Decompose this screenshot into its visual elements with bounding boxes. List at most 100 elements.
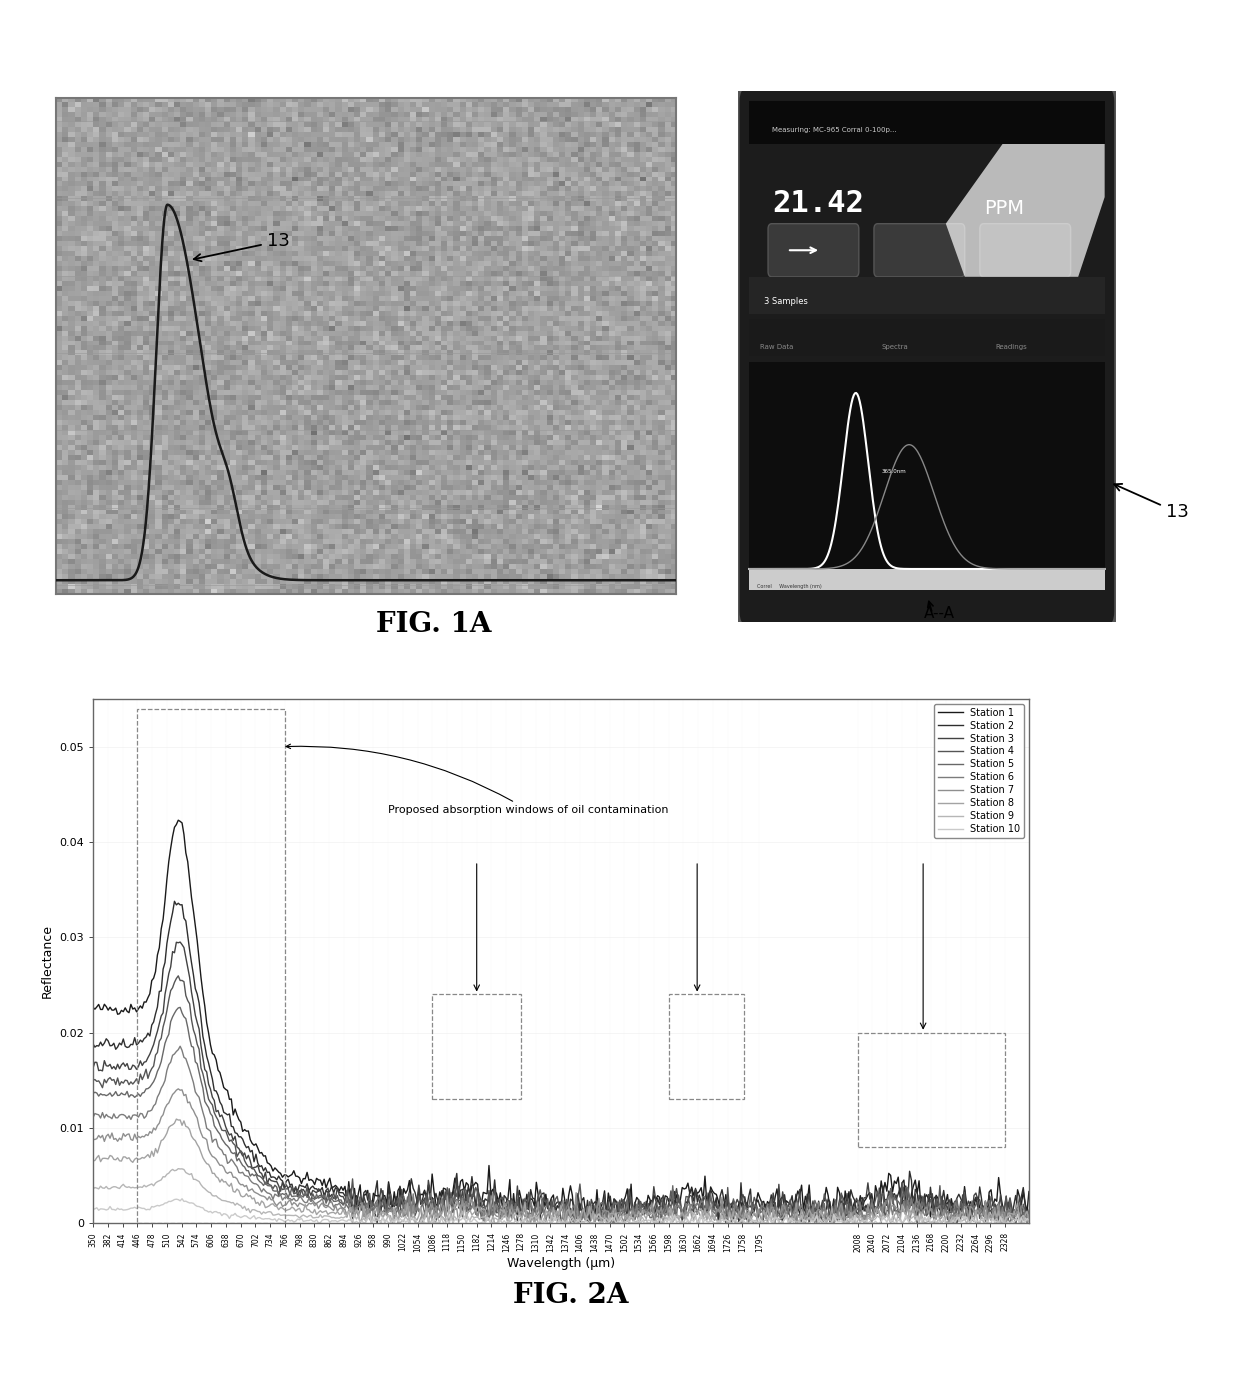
Station 9 xyxy=(393,1215,408,1232)
Station 8 xyxy=(864,1204,879,1220)
Station 9 xyxy=(171,1160,186,1177)
Text: Correl     Wavelength (nm): Correl Wavelength (nm) xyxy=(756,583,821,589)
Station 9 xyxy=(1030,1215,1045,1232)
Station 9 xyxy=(1012,1213,1027,1230)
Station 8 xyxy=(1030,1212,1045,1229)
Line: Station 5: Station 5 xyxy=(93,1008,1038,1223)
Station 3 xyxy=(86,1060,100,1076)
Polygon shape xyxy=(946,144,1105,277)
Station 6 xyxy=(172,1037,187,1054)
Line: Station 8: Station 8 xyxy=(93,1118,1038,1223)
Text: 13: 13 xyxy=(193,232,289,261)
Station 5 xyxy=(599,1208,614,1225)
Station 3 xyxy=(1012,1188,1027,1205)
Bar xyxy=(858,1033,1006,1146)
Station 4 xyxy=(652,1201,667,1218)
Station 7 xyxy=(538,1208,553,1225)
Station 2 xyxy=(1012,1201,1027,1218)
Station 8 xyxy=(352,1215,367,1232)
Line: Station 1: Station 1 xyxy=(93,821,1038,1223)
Text: A--A: A--A xyxy=(924,605,955,621)
Station 1 xyxy=(171,812,186,829)
Station 6 xyxy=(549,1215,564,1232)
Station 6 xyxy=(864,1195,879,1212)
Line: Station 7: Station 7 xyxy=(93,1089,1038,1223)
Text: Readings: Readings xyxy=(994,344,1027,350)
Text: PPM: PPM xyxy=(983,200,1024,218)
Station 5 xyxy=(537,1205,552,1222)
Station 6 xyxy=(1012,1211,1027,1227)
Station 4 xyxy=(601,1194,616,1211)
Station 7 xyxy=(1030,1209,1045,1226)
Station 5 xyxy=(650,1198,665,1215)
Station 3 xyxy=(601,1201,616,1218)
Station 1 xyxy=(601,1184,616,1201)
Station 1 xyxy=(652,1188,667,1205)
Station 9 xyxy=(544,1208,559,1225)
Station 5 xyxy=(864,1191,879,1208)
Station 6 xyxy=(86,1109,100,1125)
Station 1 xyxy=(582,1215,596,1232)
Bar xyxy=(749,319,1105,356)
Station 2 xyxy=(167,893,182,910)
Text: FIG. 1A: FIG. 1A xyxy=(376,611,492,637)
Station 5 xyxy=(652,1215,667,1232)
Line: Station 2: Station 2 xyxy=(93,902,1038,1223)
Station 6 xyxy=(542,1201,557,1218)
Station 5 xyxy=(1030,1194,1045,1211)
Station 3 xyxy=(652,1198,667,1215)
Text: FIG. 2A: FIG. 2A xyxy=(512,1282,629,1309)
Station 8 xyxy=(86,1152,100,1169)
Station 10 xyxy=(1012,1215,1027,1232)
Station 2 xyxy=(537,1184,552,1201)
Station 6 xyxy=(652,1205,667,1222)
Text: 13: 13 xyxy=(1115,484,1188,521)
Station 4 xyxy=(537,1192,552,1209)
Station 5 xyxy=(542,1206,557,1223)
Station 8 xyxy=(652,1211,667,1227)
Bar xyxy=(749,569,1105,590)
Station 1 xyxy=(864,1199,879,1216)
Station 4 xyxy=(86,1072,100,1089)
Text: Raw Data: Raw Data xyxy=(760,344,794,350)
Station 1 xyxy=(86,1000,100,1016)
X-axis label: Wavelength (µm): Wavelength (µm) xyxy=(507,1257,615,1271)
Station 3 xyxy=(370,1215,384,1232)
Station 10 xyxy=(538,1215,553,1232)
Station 8 xyxy=(169,1110,184,1127)
Bar xyxy=(138,709,285,1223)
Station 1 xyxy=(537,1198,552,1215)
Station 9 xyxy=(652,1212,667,1229)
FancyBboxPatch shape xyxy=(874,224,965,277)
Station 2 xyxy=(601,1194,616,1211)
Station 2 xyxy=(86,1036,100,1053)
FancyBboxPatch shape xyxy=(768,224,859,277)
Station 2 xyxy=(864,1186,879,1202)
Station 4 xyxy=(1030,1213,1045,1230)
Y-axis label: Reflectance: Reflectance xyxy=(41,924,53,998)
Station 10 xyxy=(601,1215,616,1232)
Station 1 xyxy=(1012,1188,1027,1205)
Station 7 xyxy=(601,1202,616,1219)
Bar xyxy=(749,102,1105,144)
Station 7 xyxy=(86,1131,100,1148)
Station 6 xyxy=(1030,1204,1045,1220)
Station 3 xyxy=(864,1192,879,1209)
Line: Station 4: Station 4 xyxy=(93,976,1038,1223)
Text: 21.42: 21.42 xyxy=(771,189,864,218)
Station 2 xyxy=(542,1194,557,1211)
Station 7 xyxy=(652,1205,667,1222)
Station 10 xyxy=(544,1215,559,1232)
Station 10 xyxy=(175,1190,190,1206)
Text: Measuring: MC-965 Corral 0-100p...: Measuring: MC-965 Corral 0-100p... xyxy=(771,127,897,133)
Station 7 xyxy=(544,1213,559,1230)
Station 7 xyxy=(1012,1213,1027,1230)
Station 3 xyxy=(538,1194,553,1211)
Station 4 xyxy=(171,967,186,984)
Text: Spectra: Spectra xyxy=(882,344,908,350)
Station 3 xyxy=(544,1191,559,1208)
Line: Station 10: Station 10 xyxy=(93,1198,1038,1223)
Station 8 xyxy=(538,1202,553,1219)
Legend: Station 1, Station 2, Station 3, Station 4, Station 5, Station 6, Station 7, Sta: Station 1, Station 2, Station 3, Station… xyxy=(935,703,1024,837)
Station 9 xyxy=(86,1180,100,1197)
